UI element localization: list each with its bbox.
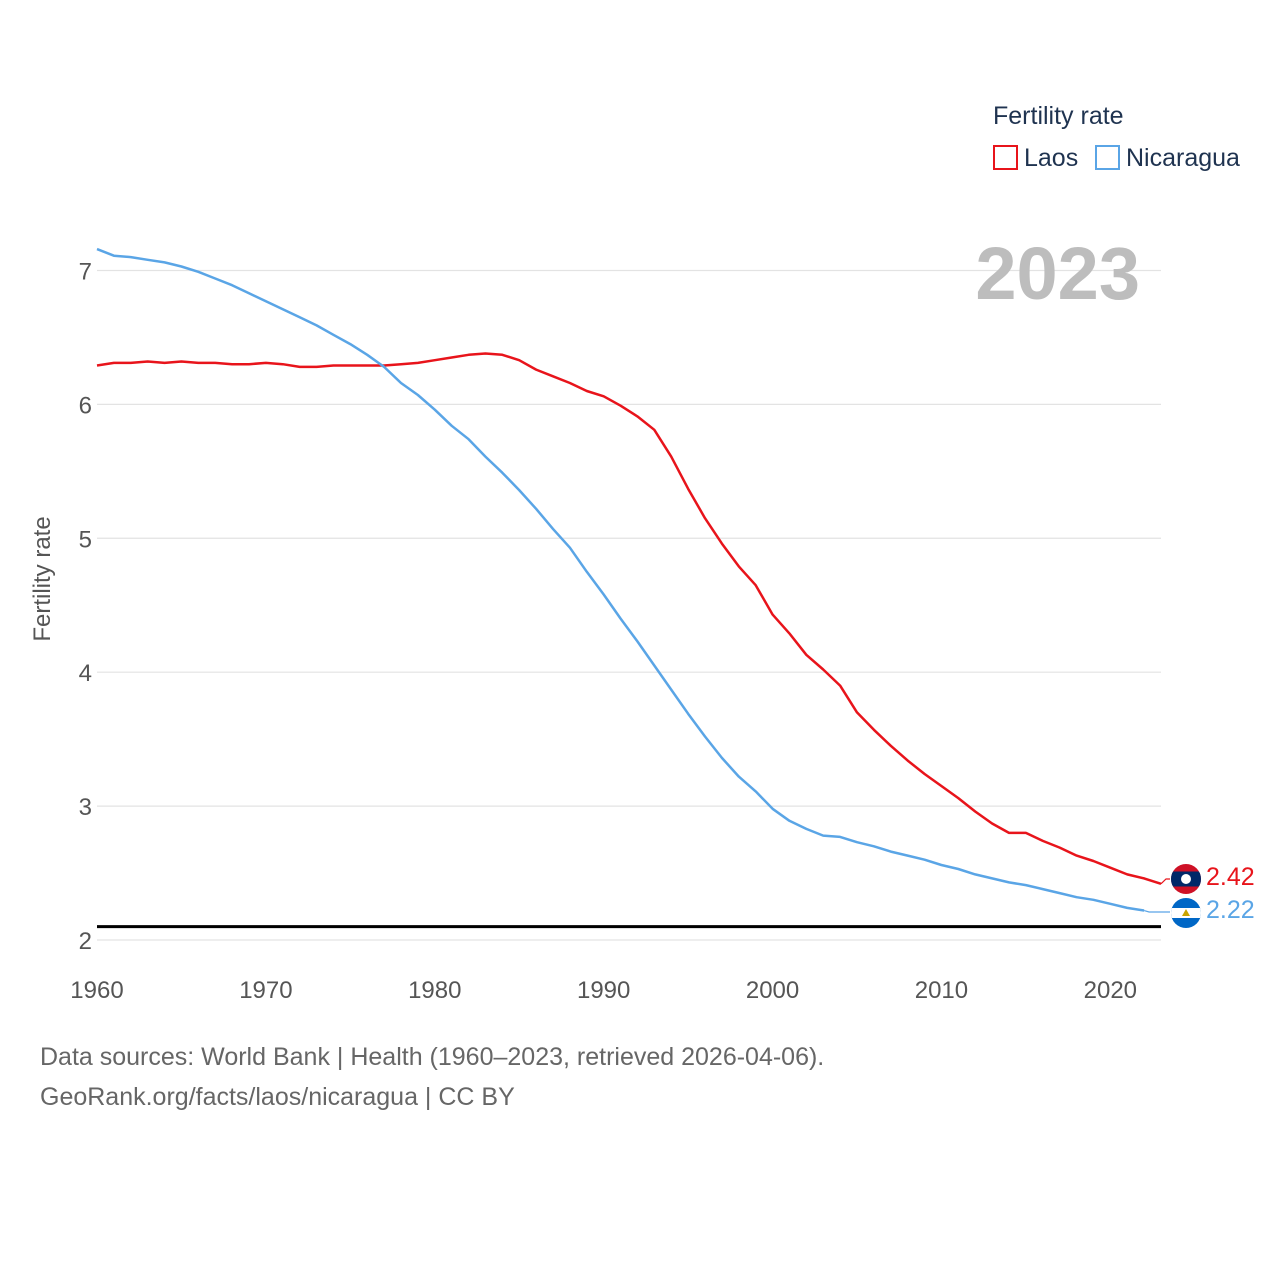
x-tick-label: 1980 xyxy=(408,977,461,1004)
series-lines xyxy=(96,247,1162,912)
x-axis: 1960 1970 1980 1990 2000 2010 2020 xyxy=(70,977,1137,1004)
x-tick-label: 1990 xyxy=(577,977,630,1004)
y-axis-title: Fertility rate xyxy=(29,516,56,641)
credit-link[interactable]: GeoRank.org/facts/laos/nicaragua | CC BY xyxy=(40,1083,515,1111)
y-tick-label: 7 xyxy=(79,258,92,285)
x-tick-label: 2010 xyxy=(915,977,968,1004)
y-tick-label: 2 xyxy=(79,928,92,955)
year-label: 2023 xyxy=(975,232,1140,315)
legend: Fertility rate Laos Nicaragua xyxy=(993,102,1240,172)
legend-swatch-laos xyxy=(993,145,1018,170)
end-connector-laos xyxy=(1160,878,1170,885)
gridlines xyxy=(97,269,1161,941)
y-tick-label: 4 xyxy=(79,660,92,687)
nicaragua-end-value: 2.22 xyxy=(1206,896,1255,924)
end-connector-nicaragua xyxy=(1143,909,1170,913)
y-tick-label: 5 xyxy=(79,526,92,553)
data-sources: Data sources: World Bank | Health (1960–… xyxy=(40,1043,825,1071)
nicaragua-flag-icon xyxy=(1171,898,1201,928)
x-tick-label: 1970 xyxy=(239,977,292,1004)
legend-label-laos: Laos xyxy=(1024,144,1078,172)
y-tick-label: 6 xyxy=(79,392,92,419)
legend-swatch-nicaragua xyxy=(1095,145,1120,170)
series-line-laos xyxy=(96,352,1162,885)
laos-flag-icon xyxy=(1171,864,1201,894)
x-tick-label: 2000 xyxy=(746,977,799,1004)
x-tick-label: 2020 xyxy=(1084,977,1137,1004)
end-connectors xyxy=(1143,878,1170,913)
legend-title: Fertility rate xyxy=(993,102,1124,130)
series-line-nicaragua xyxy=(96,247,1145,912)
y-axis: 2 3 4 5 6 7 xyxy=(79,258,92,955)
legend-label-nicaragua: Nicaragua xyxy=(1126,144,1240,172)
laos-end-value: 2.42 xyxy=(1206,863,1255,891)
x-tick-label: 1960 xyxy=(70,977,123,1004)
y-tick-label: 3 xyxy=(79,794,92,821)
